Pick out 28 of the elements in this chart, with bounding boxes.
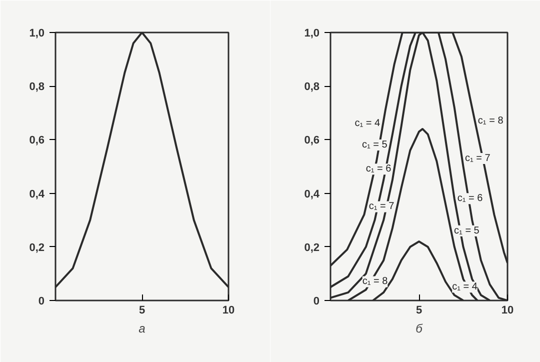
x-axis-title: б (416, 322, 424, 336)
y-tick-label: 0,2 (304, 242, 320, 254)
y-tick-label: 0 (38, 296, 45, 308)
annotation: c₁ = 7 (465, 152, 491, 164)
y-tick-label: 0,4 (304, 188, 320, 200)
y-tick-label: 0,4 (29, 188, 46, 200)
y-tick-label: 1,0 (304, 28, 320, 40)
annotation: c₁ = 5 (454, 225, 480, 236)
x-axis-title: а (138, 322, 146, 336)
x-tick-label: 5 (138, 304, 146, 316)
annotation: c₁ = 4 (452, 282, 478, 293)
annotation: c₁ = 8 (362, 276, 388, 288)
x-tick-label: 10 (501, 304, 514, 316)
annotation: c₁ = 4 (354, 118, 381, 130)
x-tick-label: 10 (222, 304, 235, 316)
annotation: c₁ = 7 (368, 201, 395, 212)
y-tick-label: 0,6 (304, 134, 320, 147)
annotation: c₁ = 6 (366, 164, 392, 175)
y-tick-label: 0 (313, 296, 320, 308)
annotation: c₁ = 8 (478, 115, 504, 126)
y-tick-label: 1,0 (29, 28, 45, 40)
y-tick-label: 0,8 (29, 81, 45, 94)
annotation: c₁ = 6 (457, 193, 484, 204)
x-tick-label: 5 (416, 304, 422, 316)
annotation: c₁ = 5 (362, 140, 388, 151)
y-tick-label: 0,6 (29, 134, 45, 147)
y-tick-label: 0,2 (29, 242, 45, 254)
y-tick-label: 0,8 (304, 81, 320, 94)
